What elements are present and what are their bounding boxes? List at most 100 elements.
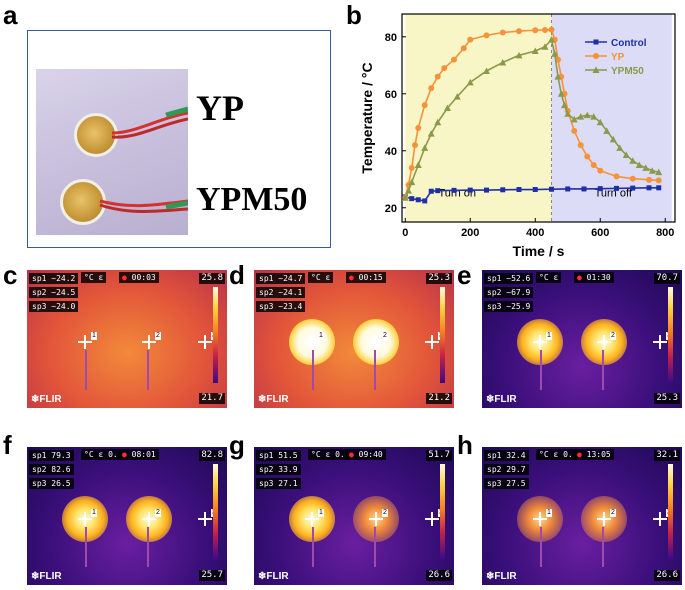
readout-label: sp1 (487, 451, 502, 460)
color-scale-bar (440, 464, 445, 560)
flir-logo: ❄FLIR (31, 571, 62, 582)
spot-marker-1 (533, 512, 547, 526)
point-YP (577, 142, 584, 149)
scale-max: 32.1 (654, 450, 680, 461)
readout-value: 27.1 (278, 479, 298, 488)
emissivity-label: ε (325, 273, 331, 282)
spot-marker-2 (369, 335, 383, 349)
time-label: 00:03 (131, 273, 156, 282)
spot-marker-number: 2 (610, 332, 616, 340)
wires-graphic (99, 106, 188, 213)
flir-logo-text: FLIR (494, 571, 517, 582)
readout-sp1: sp1 ~52.6 (484, 273, 534, 284)
point-Control (549, 186, 554, 192)
emissivity-label: ε 0. (325, 450, 345, 459)
plot-frame (401, 13, 676, 223)
time-box: ● 13:05 (574, 449, 614, 460)
readout-value: 26.5 (51, 479, 71, 488)
color-scale-bar (668, 464, 673, 560)
readout-value: ~52.6 (506, 274, 531, 283)
y-tick-label: 40 (385, 146, 397, 158)
readout-value: 32.4 (506, 451, 526, 460)
point-YP (629, 175, 636, 182)
point-YPM50 (603, 127, 611, 134)
readout-value: 79.3 (51, 451, 71, 460)
time-label: 01:30 (586, 273, 611, 282)
color-scale-bar (440, 287, 445, 383)
point-YPM50 (548, 36, 555, 43)
readout-sp2: sp2 ~24.1 (256, 287, 306, 298)
wire (147, 350, 149, 390)
point-YP (421, 102, 428, 109)
wire (540, 350, 542, 390)
point-Control (409, 196, 415, 202)
readout-value: ~25.9 (506, 302, 531, 311)
point-YP (441, 65, 448, 72)
wire (540, 527, 542, 567)
readout-label: sp3 (259, 302, 274, 311)
spot-marker-number: 1 (318, 509, 324, 517)
spot-marker-3 (198, 335, 212, 349)
point-Control (484, 187, 489, 193)
x-tick-label: 0 (402, 227, 408, 239)
point-YPM50 (453, 93, 461, 100)
unit-label: °C (311, 450, 321, 459)
point-YPM50 (655, 168, 663, 176)
readout-value: ~24.0 (51, 302, 76, 311)
scale-max: 70.7 (654, 273, 680, 284)
point-YP (597, 167, 604, 174)
point-Control (565, 186, 571, 192)
spot-marker-1 (78, 335, 92, 349)
point-YPM50 (541, 43, 549, 50)
readout-label: sp3 (32, 479, 47, 488)
flir-logo: ❄FLIR (258, 394, 289, 405)
record-dot-icon: ● (122, 273, 127, 282)
time-box: ● 09:40 (346, 449, 386, 460)
readout-label: sp2 (487, 465, 502, 474)
spot-marker-3 (198, 512, 212, 526)
flir-logo-text: FLIR (39, 394, 62, 405)
point-YPM50 (642, 164, 650, 171)
flir-logo: ❄FLIR (486, 571, 517, 582)
unit-box: °C ε 0. (81, 449, 121, 460)
point-YP (483, 32, 490, 39)
color-scale-bar (213, 464, 218, 560)
wire (312, 527, 314, 567)
point-YPM50 (590, 113, 598, 120)
panel-label-h: h (457, 430, 473, 460)
scale-min: 25.3 (654, 393, 680, 404)
time-label: 09:40 (358, 450, 383, 459)
panel-label-b: b (346, 0, 362, 30)
point-YPM50 (408, 178, 416, 186)
time-box: ● 08:01 (119, 449, 159, 460)
legend-label-Control: Control (611, 38, 647, 49)
spot-marker-number: 1 (546, 509, 552, 517)
point-YP (646, 176, 652, 183)
point-YPM50 (499, 58, 507, 66)
panel-label-c: c (3, 260, 18, 290)
y-tick-label: 80 (385, 32, 397, 44)
snowflake-icon: ❄ (31, 571, 40, 582)
snowflake-icon: ❄ (31, 394, 40, 405)
scale-max: 25.8 (199, 273, 225, 284)
legend-marker-YPM50 (592, 66, 600, 73)
readout-value: ~24.5 (51, 288, 76, 297)
photo-frame: YP YPM50 (27, 30, 331, 248)
legend-marker-YP (593, 53, 599, 59)
point-YP (532, 27, 539, 34)
spot-marker-1 (78, 512, 92, 526)
readout-label: sp3 (32, 302, 47, 311)
readout-sp2: sp2 33.9 (256, 464, 301, 475)
point-Control (532, 187, 538, 193)
point-YP (613, 173, 620, 180)
readout-label: sp2 (259, 465, 274, 474)
record-dot-icon: ● (349, 450, 354, 459)
readout-sp2: sp2 ~67.9 (484, 287, 534, 298)
point-YPM50 (444, 104, 451, 112)
readout-sp1: sp1 79.3 (29, 450, 74, 461)
scale-min: 25.7 (199, 570, 225, 581)
y-tick-label: 20 (385, 203, 397, 215)
point-YPM50 (551, 50, 559, 57)
